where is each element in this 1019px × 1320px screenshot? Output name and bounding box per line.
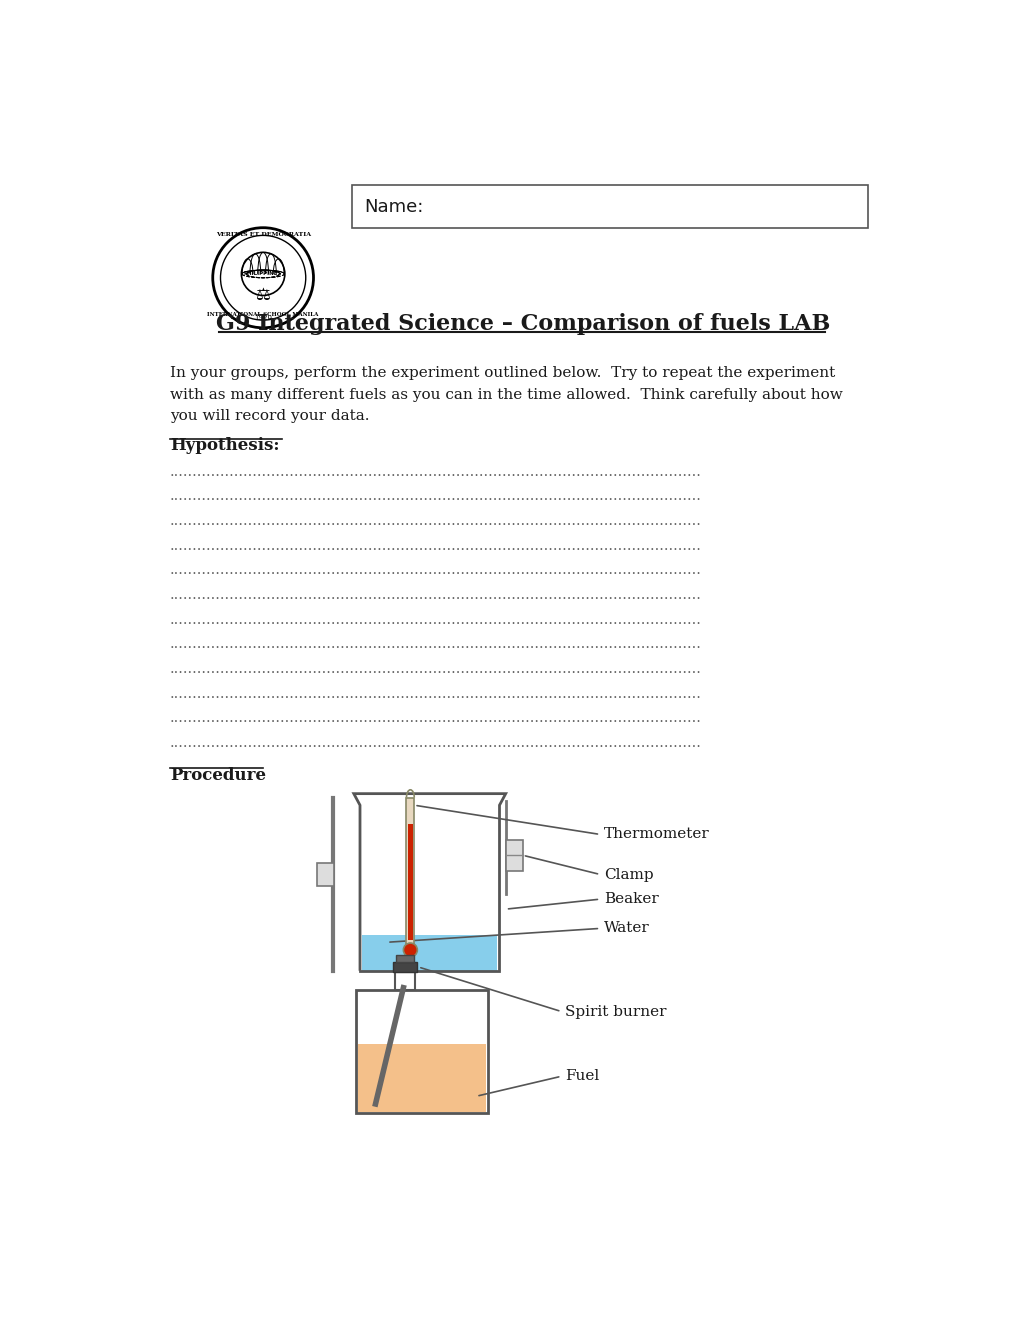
Text: ................................................................................: ........................................… (170, 564, 701, 577)
Text: ................................................................................: ........................................… (170, 737, 701, 750)
Circle shape (213, 228, 313, 327)
Text: ................................................................................: ........................................… (170, 711, 701, 725)
Text: Hypothesis:: Hypothesis: (170, 437, 279, 454)
Text: PHILIPPINES: PHILIPPINES (244, 272, 282, 276)
Bar (407, 797, 414, 944)
Text: ................................................................................: ........................................… (170, 490, 701, 503)
Bar (358, 1044, 486, 1111)
Text: G9 Integrated Science – Comparison of fuels LAB: G9 Integrated Science – Comparison of fu… (215, 313, 829, 335)
Text: with as many different fuels as you can in the time allowed.  Think carefully ab: with as many different fuels as you can … (170, 388, 842, 401)
Text: Spirit burner: Spirit burner (565, 1005, 666, 1019)
Text: VERITAS ET DEMOCRATIA: VERITAS ET DEMOCRATIA (215, 232, 311, 238)
Bar (395, 956, 414, 962)
Text: Procedure: Procedure (170, 767, 266, 784)
Text: ................................................................................: ........................................… (170, 663, 701, 676)
Text: In your groups, perform the experiment outlined below.  Try to repeat the experi: In your groups, perform the experiment o… (170, 367, 835, 380)
Text: ................................................................................: ........................................… (170, 539, 701, 553)
Bar (362, 935, 496, 970)
Text: Name:: Name: (364, 198, 423, 215)
Bar (356, 990, 487, 1113)
Text: Water: Water (603, 921, 649, 936)
Text: ................................................................................: ........................................… (170, 686, 701, 701)
Text: 1920: 1920 (254, 314, 272, 322)
Text: ................................................................................: ........................................… (170, 515, 701, 528)
Bar (352, 185, 867, 227)
Text: Clamp: Clamp (603, 867, 653, 882)
Text: Thermometer: Thermometer (603, 828, 709, 841)
Text: ................................................................................: ........................................… (170, 638, 701, 651)
Bar (393, 961, 416, 972)
Bar (408, 825, 413, 940)
Bar (394, 972, 415, 990)
Bar (505, 840, 522, 871)
Text: Fuel: Fuel (565, 1069, 599, 1084)
Circle shape (242, 252, 284, 296)
Text: ................................................................................: ........................................… (170, 465, 701, 479)
Text: ................................................................................: ........................................… (170, 612, 701, 627)
Circle shape (403, 942, 417, 957)
Text: you will record your data.: you will record your data. (170, 409, 369, 424)
Text: ................................................................................: ........................................… (170, 589, 701, 602)
Text: Beaker: Beaker (603, 892, 658, 906)
Bar (317, 863, 334, 886)
Text: ⚖: ⚖ (256, 285, 270, 304)
Text: INTERNATIONAL SCHOOL MANILA: INTERNATIONAL SCHOOL MANILA (207, 312, 319, 317)
